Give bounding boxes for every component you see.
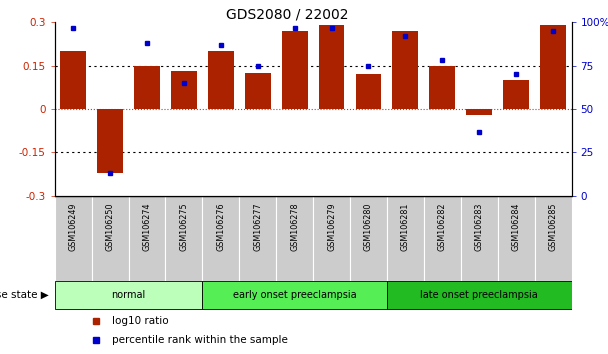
Bar bbox=[461, 196, 498, 281]
Bar bbox=[429, 65, 455, 109]
Bar bbox=[466, 109, 492, 115]
Text: log10 ratio: log10 ratio bbox=[111, 316, 168, 326]
Text: GSM106282: GSM106282 bbox=[438, 202, 447, 251]
Bar bbox=[424, 196, 461, 281]
Text: GSM106250: GSM106250 bbox=[106, 202, 114, 251]
Text: late onset preeclampsia: late onset preeclampsia bbox=[420, 290, 538, 300]
Bar bbox=[171, 72, 197, 109]
Bar bbox=[55, 281, 202, 309]
Bar bbox=[134, 65, 160, 109]
Text: disease state ▶: disease state ▶ bbox=[0, 290, 49, 300]
Text: GSM106281: GSM106281 bbox=[401, 202, 410, 251]
Bar bbox=[240, 196, 276, 281]
Bar bbox=[276, 196, 313, 281]
Bar bbox=[202, 281, 387, 309]
Text: GSM106283: GSM106283 bbox=[475, 202, 484, 251]
Bar bbox=[55, 196, 92, 281]
Bar bbox=[498, 196, 534, 281]
Bar bbox=[393, 31, 418, 109]
Bar bbox=[92, 196, 128, 281]
Text: GSM106274: GSM106274 bbox=[142, 202, 151, 251]
Bar bbox=[319, 25, 345, 109]
Bar bbox=[350, 196, 387, 281]
Bar bbox=[356, 74, 381, 109]
Text: percentile rank within the sample: percentile rank within the sample bbox=[111, 335, 288, 345]
Text: GSM106279: GSM106279 bbox=[327, 202, 336, 251]
Bar bbox=[208, 51, 233, 109]
Text: normal: normal bbox=[111, 290, 146, 300]
Bar bbox=[387, 196, 424, 281]
Title: GDS2080 / 22002: GDS2080 / 22002 bbox=[226, 7, 348, 21]
Bar bbox=[165, 196, 202, 281]
Bar bbox=[128, 196, 165, 281]
Bar bbox=[387, 281, 572, 309]
Bar bbox=[313, 196, 350, 281]
Text: GSM106280: GSM106280 bbox=[364, 202, 373, 251]
Bar bbox=[245, 73, 271, 109]
Text: GSM106249: GSM106249 bbox=[69, 202, 78, 251]
Bar bbox=[282, 31, 308, 109]
Bar bbox=[534, 196, 572, 281]
Text: GSM106278: GSM106278 bbox=[290, 202, 299, 251]
Text: GSM106284: GSM106284 bbox=[512, 202, 520, 251]
Text: early onset preeclampsia: early onset preeclampsia bbox=[233, 290, 356, 300]
Bar bbox=[540, 25, 566, 109]
Bar bbox=[202, 196, 240, 281]
Bar bbox=[503, 80, 529, 109]
Text: GSM106276: GSM106276 bbox=[216, 202, 226, 251]
Bar bbox=[60, 51, 86, 109]
Text: GSM106275: GSM106275 bbox=[179, 202, 188, 251]
Text: GSM106285: GSM106285 bbox=[548, 202, 558, 251]
Text: GSM106277: GSM106277 bbox=[254, 202, 262, 251]
Bar bbox=[97, 109, 123, 173]
